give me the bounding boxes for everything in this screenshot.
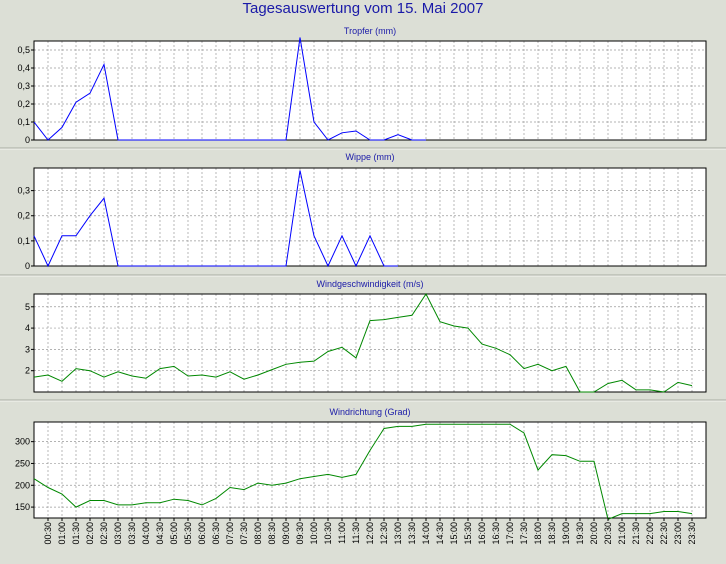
x-tick-label: 22:00 <box>645 522 655 545</box>
y-tick-label: 0,3 <box>17 186 30 196</box>
x-tick-label: 08:00 <box>253 522 263 545</box>
x-tick-label: 17:00 <box>505 522 515 545</box>
y-tick-label: 0,5 <box>17 45 30 55</box>
x-tick-label: 09:00 <box>281 522 291 545</box>
y-tick-label: 0,2 <box>17 211 30 221</box>
x-tick-label: 13:00 <box>393 522 403 545</box>
series-line <box>33 37 426 141</box>
x-tick-label: 14:30 <box>435 522 445 545</box>
x-tick-label: 11:00 <box>337 522 347 544</box>
y-tick-label: 250 <box>15 458 30 468</box>
y-tick-label: 200 <box>15 480 30 490</box>
y-tick-label: 0,1 <box>17 117 30 127</box>
x-tick-label: 08:30 <box>267 522 277 545</box>
y-tick-label: 3 <box>25 344 30 354</box>
y-tick-label: 0,3 <box>17 81 30 91</box>
x-tick-label: 20:00 <box>589 522 599 545</box>
x-tick-label: 12:30 <box>379 522 389 545</box>
y-tick-label: 0,2 <box>17 99 30 109</box>
x-tick-label: 23:30 <box>687 522 697 545</box>
chart-title: Wippe (mm) <box>346 152 395 162</box>
x-tick-label: 10:30 <box>323 522 333 545</box>
x-tick-label: 06:00 <box>197 522 207 545</box>
x-tick-label: 19:30 <box>575 522 585 545</box>
x-tick-label: 01:30 <box>71 522 81 545</box>
x-tick-label: 07:30 <box>239 522 249 545</box>
x-tick-label: 16:00 <box>477 522 487 545</box>
x-tick-label: 03:00 <box>113 522 123 545</box>
x-tick-label: 05:30 <box>183 522 193 545</box>
chart-panel-1: 0 0,1 0,2 0,3 0,4 0,5 Tropfer (mm) <box>0 26 726 150</box>
y-tick-label: 150 <box>15 502 30 512</box>
x-tick-label: 02:00 <box>85 522 95 545</box>
x-tick-label: 18:00 <box>533 522 543 545</box>
x-tick-label: 14:00 <box>421 522 431 545</box>
y-tick-label: 0,4 <box>17 63 30 73</box>
x-tick-label: 09:30 <box>295 522 305 545</box>
x-tick-label: 11:30 <box>351 522 361 544</box>
chart-title: Tropfer (mm) <box>344 26 396 36</box>
chart-title: Windrichtung (Grad) <box>329 407 410 417</box>
plot-border <box>33 167 707 267</box>
x-tick-label: 04:30 <box>155 522 165 545</box>
y-tick-label: 0 <box>25 135 30 145</box>
y-tick-label: 0 <box>25 261 30 271</box>
page-title: Tagesauswertung vom 15. Mai 2007 <box>242 0 484 17</box>
x-tick-label: 17:30 <box>519 522 529 545</box>
x-tick-label: 20:30 <box>603 522 613 545</box>
chart-title: Windgeschwindigkeit (m/s) <box>316 279 423 289</box>
y-tick-label: 2 <box>25 366 30 376</box>
chart-panel-4: 150 200 250 300 Windrichtung (Grad) <box>15 407 707 520</box>
y-tick-label: 0,1 <box>17 236 30 246</box>
x-tick-label: 12:00 <box>365 522 375 545</box>
x-tick-label: 19:00 <box>561 522 571 545</box>
series-line <box>33 423 693 520</box>
x-tick-label: 03:30 <box>127 522 137 545</box>
y-tick-label: 5 <box>25 302 30 312</box>
x-tick-label: 21:00 <box>617 522 627 545</box>
x-tick-label: 15:00 <box>449 522 459 545</box>
x-tick-label: 00:30 <box>43 522 53 545</box>
x-tick-label: 02:30 <box>99 522 109 545</box>
chart-panel-2: 0 0,1 0,2 0,3 Wippe (mm) <box>0 152 726 277</box>
x-tick-label: 23:00 <box>673 522 683 545</box>
x-tick-label: 01:00 <box>57 522 67 545</box>
x-tick-label: 04:00 <box>141 522 151 545</box>
y-tick-label: 4 <box>25 323 30 333</box>
x-tick-label: 13:30 <box>407 522 417 545</box>
plot-border <box>33 293 707 393</box>
series-line <box>33 293 693 393</box>
x-tick-label: 10:00 <box>309 522 319 545</box>
x-tick-label: 21:30 <box>631 522 641 545</box>
x-tick-label: 05:00 <box>169 522 179 545</box>
x-tick-label: 16:30 <box>491 522 501 545</box>
x-tick-label: 22:30 <box>659 522 669 545</box>
x-tick-label: 15:30 <box>463 522 473 545</box>
chart-panel-3: 2 3 4 5 Windgeschwindigkeit (m/s) <box>0 279 726 402</box>
x-tick-label: 07:00 <box>225 522 235 545</box>
x-tick-label: 18:30 <box>547 522 557 545</box>
y-tick-label: 300 <box>15 437 30 447</box>
series-line <box>33 170 398 268</box>
x-tick-label: 06:30 <box>211 522 221 545</box>
